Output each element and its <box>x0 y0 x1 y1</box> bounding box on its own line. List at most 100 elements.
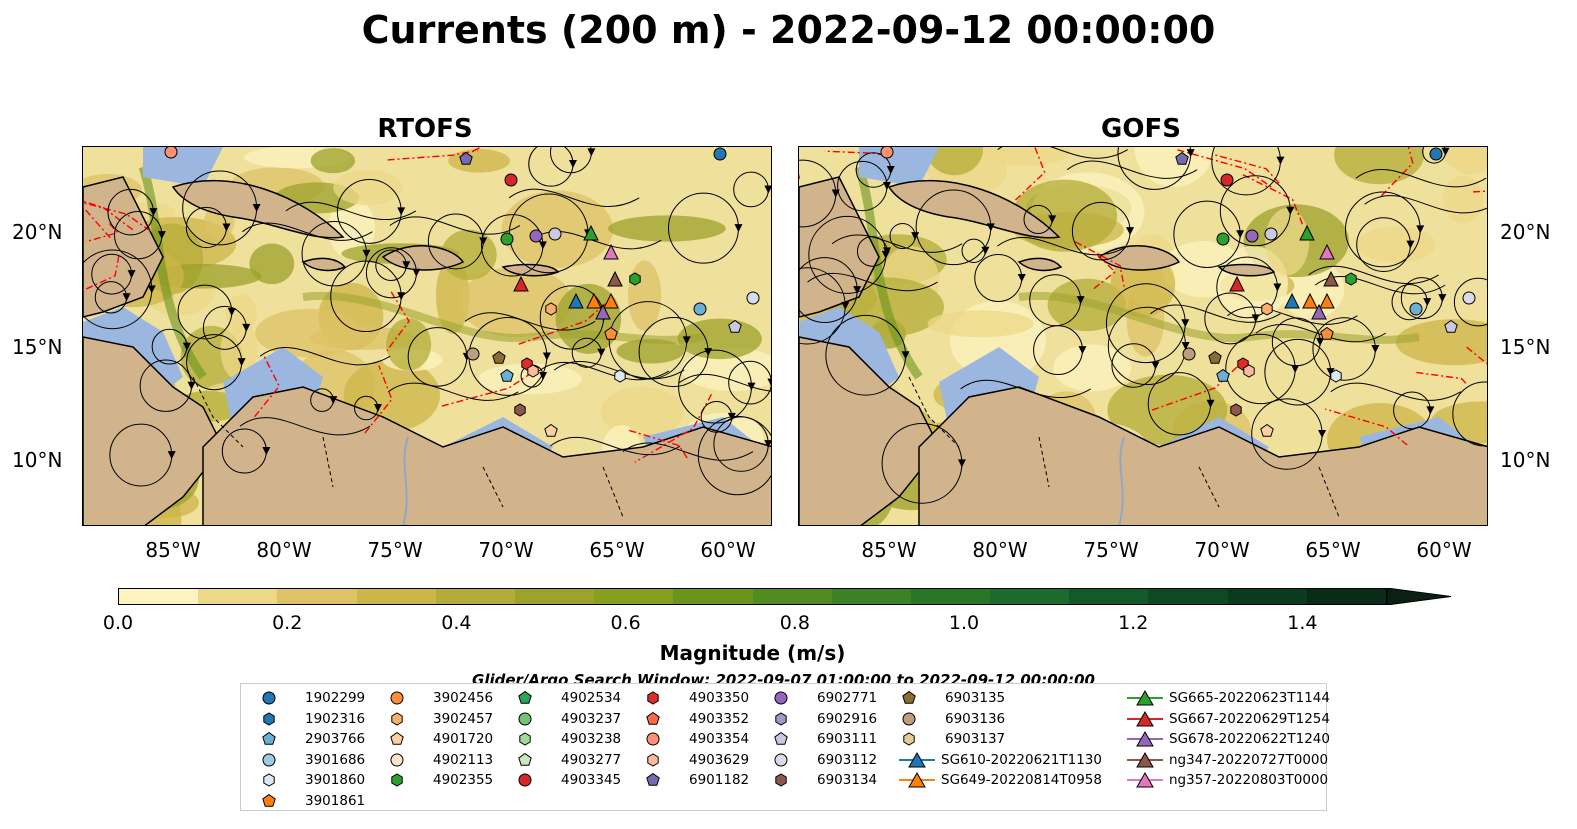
colorbar-bin <box>198 589 278 604</box>
flow-arrow <box>568 160 577 169</box>
argo-float-marker[interactable] <box>629 272 641 286</box>
lon-tick-label: 65°W <box>1305 538 1361 562</box>
argo-float-marker[interactable] <box>1182 347 1196 361</box>
argo-float-marker[interactable] <box>1345 272 1357 286</box>
argo-float-marker[interactable] <box>1409 302 1423 316</box>
argo-float-marker[interactable] <box>1429 147 1443 161</box>
colorbar-tick-label: 1.2 <box>1118 612 1149 634</box>
eez-boundary <box>1416 371 1468 386</box>
flow-arrow <box>182 342 191 351</box>
argo-float-marker[interactable] <box>514 403 526 417</box>
streamline <box>1330 382 1462 401</box>
speed-patch <box>627 260 662 331</box>
flow-arrow <box>362 249 371 258</box>
glider-marker[interactable] <box>1311 303 1327 320</box>
argo-float-marker[interactable] <box>1264 227 1278 241</box>
argo-float-marker[interactable] <box>1243 364 1255 378</box>
argo-float-marker[interactable] <box>693 302 707 316</box>
eez-boundary <box>1014 147 1046 201</box>
argo-float-marker[interactable] <box>164 147 178 159</box>
streamline <box>1066 160 1198 179</box>
argo-float-marker[interactable] <box>527 364 539 378</box>
argo-float-marker[interactable] <box>529 229 543 243</box>
argo-float-marker[interactable] <box>544 423 558 437</box>
glider-marker[interactable] <box>1319 243 1335 260</box>
glider-marker[interactable] <box>595 303 611 320</box>
argo-float-marker[interactable] <box>614 369 626 383</box>
colorbar-bin <box>1306 589 1386 604</box>
argo-float-marker[interactable] <box>548 227 562 241</box>
glider-marker[interactable] <box>1284 292 1300 309</box>
streamline <box>697 415 771 496</box>
glider-marker[interactable] <box>607 270 623 287</box>
flow-arrow <box>1206 399 1215 408</box>
argo-float-marker[interactable] <box>880 147 894 159</box>
land-mass <box>381 245 465 271</box>
eez-boundary <box>83 206 111 239</box>
glider-marker[interactable] <box>583 224 599 241</box>
glider-marker[interactable] <box>1229 275 1245 292</box>
streamline <box>997 236 1128 256</box>
argo-float-marker[interactable] <box>713 147 727 161</box>
jet-streak <box>854 165 923 380</box>
glider-marker[interactable] <box>1302 292 1318 309</box>
legend-label: 4903352 <box>689 710 750 727</box>
glider-marker[interactable] <box>513 275 529 292</box>
lon-tick-label: 85°W <box>861 538 917 562</box>
argo-float-marker[interactable] <box>1230 403 1242 417</box>
map-panel-gofs[interactable] <box>798 146 1488 526</box>
argo-float-marker[interactable] <box>746 291 760 305</box>
argo-float-marker[interactable] <box>1444 319 1458 333</box>
glider-marker[interactable] <box>1323 270 1339 287</box>
argo-float-marker[interactable] <box>1330 369 1342 383</box>
legend-label: 6903134 <box>817 772 878 788</box>
legend-label: 6903112 <box>817 751 878 768</box>
argo-float-marker[interactable] <box>1260 423 1274 437</box>
argo-float-marker[interactable] <box>466 347 480 361</box>
eez-boundary <box>629 429 690 461</box>
legend-marker-icon <box>1127 731 1163 747</box>
argo-float-marker[interactable] <box>492 350 506 364</box>
glider-marker[interactable] <box>586 292 602 309</box>
glider-marker[interactable] <box>603 243 619 260</box>
argo-float-marker[interactable] <box>1320 326 1334 340</box>
glider-marker[interactable] <box>568 292 584 309</box>
figure-title: Currents (200 m) - 2022-09-12 00:00:00 <box>361 8 1216 52</box>
argo-float-marker[interactable] <box>500 232 514 246</box>
flow-arrow <box>1078 346 1087 355</box>
glider-marker[interactable] <box>1299 224 1315 241</box>
argo-float-marker[interactable] <box>459 151 473 165</box>
flow-arrow <box>881 250 890 259</box>
flow-arrow <box>1406 240 1415 249</box>
argo-float-marker[interactable] <box>1175 151 1189 165</box>
argo-float-marker[interactable] <box>1462 291 1476 305</box>
streamline <box>728 360 771 405</box>
glider-marker[interactable] <box>1319 292 1335 309</box>
argo-float-marker[interactable] <box>1220 173 1234 187</box>
argo-float-marker[interactable] <box>1208 350 1222 364</box>
speed-patch <box>1395 319 1487 366</box>
map-panel-rtofs[interactable] <box>82 146 772 526</box>
flow-arrow <box>187 381 196 390</box>
argo-float-marker[interactable] <box>545 302 557 316</box>
legend-label: 3901861 <box>305 792 366 809</box>
legend-label: SG610-20220621T1130 <box>941 751 1102 768</box>
flow-arrow <box>1371 345 1380 354</box>
argo-float-marker[interactable] <box>1261 302 1273 316</box>
glider-marker[interactable] <box>603 292 619 309</box>
argo-float-marker[interactable] <box>1216 232 1230 246</box>
land-mass <box>301 257 347 272</box>
speed-patch <box>608 215 726 242</box>
eez-boundary <box>83 255 120 292</box>
argo-float-marker[interactable] <box>604 326 618 340</box>
flow-arrow <box>1438 294 1447 303</box>
flow-arrow <box>1416 225 1425 234</box>
argo-float-marker[interactable] <box>1216 368 1230 382</box>
flow-arrow <box>122 293 131 302</box>
argo-float-marker[interactable] <box>504 173 518 187</box>
argo-float-marker[interactable] <box>500 368 514 382</box>
colorbar-bin <box>831 589 911 604</box>
argo-float-marker[interactable] <box>1245 229 1259 243</box>
flow-arrow <box>1426 406 1435 415</box>
argo-float-marker[interactable] <box>728 319 742 333</box>
